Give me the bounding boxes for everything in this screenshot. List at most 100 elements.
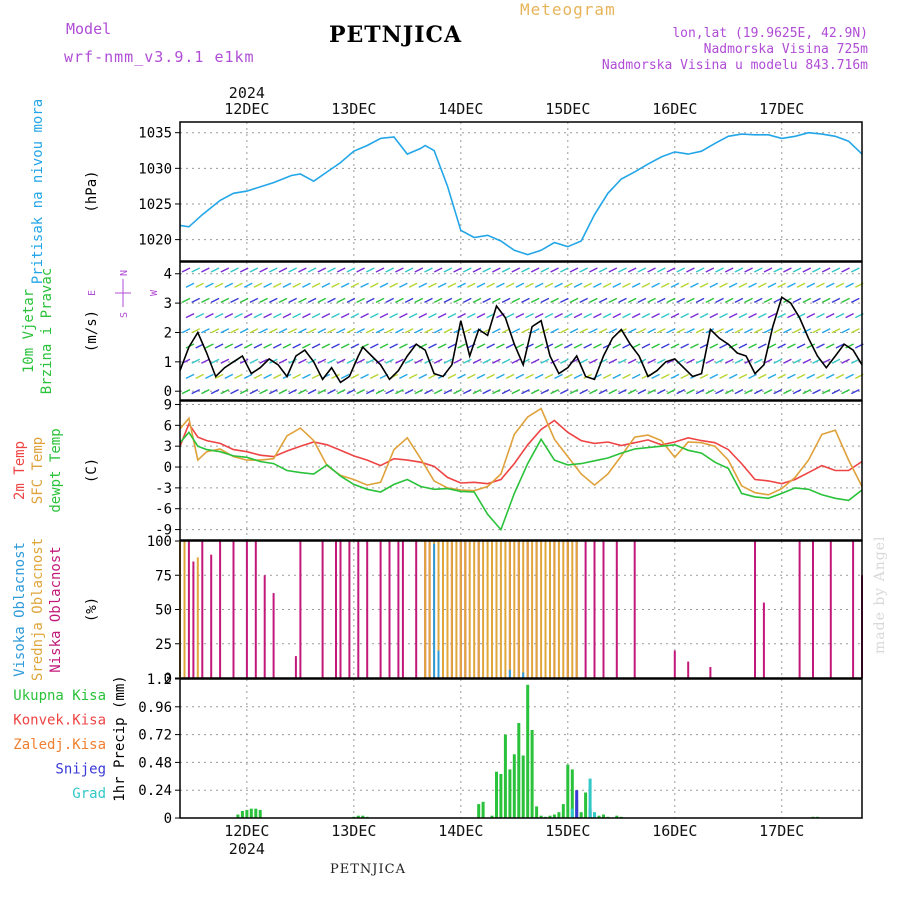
wind-vector: [670, 282, 680, 288]
wind-vector: [554, 343, 563, 349]
wind-vector: [715, 328, 724, 334]
wind-vector: [302, 312, 311, 319]
wind-vector: [627, 358, 637, 364]
wind-vector: [705, 267, 715, 273]
time-tick-label-bottom: 14DEC: [438, 822, 483, 840]
wind-vector: [787, 373, 796, 380]
wind-vector: [288, 267, 298, 273]
wind-vector: [482, 297, 492, 304]
wind-vector: [686, 358, 695, 364]
wind-vector: [825, 312, 835, 319]
bar-clouds: [321, 541, 324, 678]
wind-vector: [476, 282, 486, 288]
wind-vector: [763, 328, 773, 334]
wind-vector: [288, 388, 298, 395]
bar-precip: [481, 801, 485, 818]
bar-clouds: [339, 541, 342, 678]
wind-vector: [185, 312, 195, 319]
model-label: Model: [66, 20, 112, 38]
wind-vector: [214, 373, 224, 380]
wind-vector: [443, 267, 453, 273]
wind-vector: [327, 297, 336, 304]
meteogram-label: Meteogram: [520, 0, 616, 19]
bar-clouds: [499, 541, 502, 678]
wind-vector: [428, 373, 437, 380]
wind-vector: [719, 312, 728, 319]
bar-precip: [615, 815, 619, 818]
wind-vector: [753, 388, 763, 395]
bar-clouds: [424, 541, 427, 678]
wind-vector: [690, 343, 699, 349]
wind-vector: [767, 373, 777, 380]
wind-vector: [521, 328, 530, 334]
bar-clouds: [428, 541, 431, 678]
wind-vector: [680, 282, 690, 288]
wind-vector: [608, 358, 618, 364]
bar-precip: [593, 812, 596, 818]
bar-clouds: [615, 541, 618, 678]
wind-vector: [433, 358, 443, 364]
wind-vector: [598, 297, 608, 304]
wind-vector: [369, 312, 379, 319]
y-tick-label: -3: [155, 481, 172, 497]
wind-vector: [680, 343, 690, 349]
wind-vector: [753, 328, 763, 334]
wind-vector: [385, 297, 395, 304]
wind-vector: [466, 373, 476, 380]
wind-vector: [340, 343, 350, 349]
wind-vector: [350, 282, 360, 288]
wind-vector: [476, 373, 486, 380]
wind-vector: [292, 343, 302, 349]
wind-vector: [317, 358, 327, 364]
wind-vector: [424, 328, 433, 334]
wind-vector: [195, 312, 205, 319]
elevation-label: Nadmorska Visina 725m: [703, 42, 868, 57]
wind-vector: [767, 312, 777, 319]
y-unit-label: (%): [84, 597, 100, 622]
bar-clouds: [829, 541, 832, 678]
wind-vector: [210, 358, 220, 364]
bar-clouds: [571, 541, 574, 678]
y-tick-label: 100: [147, 534, 172, 550]
wind-vector: [534, 282, 544, 288]
wind-vector: [321, 343, 331, 349]
wind-vector: [666, 297, 676, 304]
bar-precip: [361, 815, 365, 818]
wind-vector: [748, 343, 757, 349]
wind-vector: [583, 312, 593, 319]
location-lonlat: lon,lat (19.9625E, 42.9N): [672, 26, 868, 41]
wind-vector: [395, 297, 404, 304]
wind-vector: [389, 343, 399, 349]
wind-vector: [656, 267, 666, 273]
wind-vector: [680, 312, 690, 319]
y-unit-label: (C): [84, 458, 100, 483]
wind-vector: [835, 312, 845, 319]
wind-vector: [486, 282, 496, 288]
panel-frame: [179, 121, 863, 262]
y-tick-label: 0.96: [138, 700, 172, 716]
bar-clouds: [192, 561, 195, 678]
wind-vector: [802, 328, 812, 334]
bar-precip: [530, 730, 534, 818]
y-tick-label: 0: [164, 811, 172, 827]
wind-vector: [272, 282, 282, 288]
bar-clouds: [379, 541, 382, 678]
bar-precip: [521, 755, 525, 818]
wind-vector: [268, 328, 278, 334]
wind-vector: [748, 312, 757, 319]
wind-vector: [195, 282, 205, 288]
wind-vector: [511, 388, 521, 395]
bar-clouds: [531, 541, 534, 678]
wind-vector: [796, 373, 806, 380]
y-tick-label: 2: [164, 325, 172, 341]
bar-clouds: [513, 541, 516, 678]
wind-vector: [521, 297, 530, 304]
wind-vector: [660, 282, 670, 288]
wind-vector: [831, 328, 841, 334]
wind-vector: [268, 297, 278, 304]
wind-vector: [670, 312, 680, 319]
wind-vector: [734, 328, 744, 334]
bar-clouds: [553, 541, 556, 678]
wind-vector: [201, 328, 210, 334]
wind-vector: [292, 282, 302, 288]
